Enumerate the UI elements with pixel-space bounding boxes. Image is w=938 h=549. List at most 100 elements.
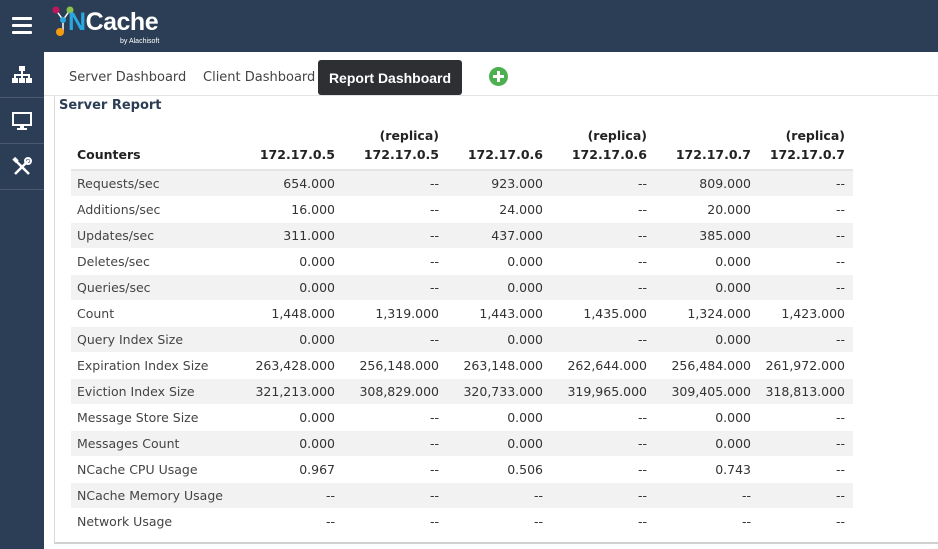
- sidebar-item-topology[interactable]: [0, 52, 44, 98]
- counter-value-cell: 385.000: [655, 222, 759, 249]
- counter-value-cell: 1,324.000: [655, 300, 759, 327]
- tab-server-dashboard[interactable]: Server Dashboard: [69, 70, 187, 85]
- counter-value-cell: 0.000: [655, 404, 759, 431]
- counter-value-cell: --: [759, 482, 853, 509]
- add-dashboard-plus-icon[interactable]: [489, 67, 508, 86]
- counter-value-cell: 0.000: [237, 248, 343, 275]
- column-header: Counters: [71, 126, 237, 171]
- counter-value-cell: 320,733.000: [447, 378, 551, 405]
- table-row: NCache Memory Usage -- -- -- -- -- --: [71, 482, 853, 509]
- counter-value-cell: --: [551, 404, 655, 431]
- counter-value-cell: 1,448.000: [237, 300, 343, 327]
- server-report-table: Counters 172.17.0.5 (replica) 172.17.0.5 …: [71, 126, 853, 535]
- table-row: Deletes/sec 0.000 -- 0.000 -- 0.000 --: [71, 248, 853, 275]
- logo-subtitle: by Alachisoft: [120, 38, 160, 45]
- counter-value-cell: 16.000: [237, 196, 343, 223]
- table-row: Eviction Index Size 321,213.000 308,829.00…: [71, 378, 853, 405]
- counter-name-cell: Eviction Index Size: [71, 378, 237, 405]
- counter-value-cell: 0.000: [655, 274, 759, 301]
- table-row: Query Index Size 0.000 -- 0.000 -- 0.000 --: [71, 326, 853, 353]
- logo-mark-icon: [52, 6, 74, 36]
- counter-value-cell: 263,428.000: [237, 352, 343, 379]
- counter-value-cell: 0.000: [447, 404, 551, 431]
- counter-value-cell: --: [343, 170, 447, 197]
- table-header-row: Counters 172.17.0.5 (replica) 172.17.0.5 …: [71, 126, 853, 171]
- counter-name-cell: Message Store Size: [71, 404, 237, 431]
- counter-value-cell: --: [759, 456, 853, 483]
- sidebar-item-tools[interactable]: [0, 144, 44, 190]
- counter-value-cell: 0.000: [237, 430, 343, 457]
- table-row: Expiration Index Size 263,428.000 256,148.…: [71, 352, 853, 379]
- counter-value-cell: 437.000: [447, 222, 551, 249]
- counter-value-cell: 1,443.000: [447, 300, 551, 327]
- column-header: (replica) 172.17.0.5: [343, 126, 447, 171]
- sitemap-icon: [12, 65, 32, 83]
- sidebar-item-monitor[interactable]: [0, 98, 44, 144]
- table-row: Requests/sec 654.000 -- 923.000 -- 809.000 --: [71, 170, 853, 197]
- column-header: 172.17.0.6: [447, 126, 551, 171]
- counter-value-cell: --: [759, 248, 853, 275]
- column-header: 172.17.0.5: [237, 126, 343, 171]
- counter-name-cell: Messages Count: [71, 430, 237, 457]
- counter-value-cell: --: [343, 456, 447, 483]
- counter-value-cell: --: [759, 196, 853, 223]
- counter-value-cell: 262,644.000: [551, 352, 655, 379]
- counter-value-cell: 923.000: [447, 170, 551, 197]
- counter-value-cell: 0.000: [447, 274, 551, 301]
- table-row: Queries/sec 0.000 -- 0.000 -- 0.000 --: [71, 274, 853, 301]
- counter-name-cell: Expiration Index Size: [71, 352, 237, 379]
- report-title: Server Report: [59, 98, 162, 113]
- counter-value-cell: --: [759, 170, 853, 197]
- counter-value-cell: 1,423.000: [759, 300, 853, 327]
- counter-value-cell: 654.000: [237, 170, 343, 197]
- counter-value-cell: --: [237, 482, 343, 509]
- column-header: 172.17.0.7: [655, 126, 759, 171]
- server-report-panel: Server Report Counters 172.17.0.5 (repli…: [54, 96, 938, 544]
- column-header: (replica) 172.17.0.6: [551, 126, 655, 171]
- counter-value-cell: 0.000: [655, 430, 759, 457]
- counter-value-cell: 0.000: [655, 326, 759, 353]
- counter-value-cell: 809.000: [655, 170, 759, 197]
- counter-name-cell: Requests/sec: [71, 170, 237, 197]
- counter-value-cell: 20.000: [655, 196, 759, 223]
- counter-value-cell: 0.967: [237, 456, 343, 483]
- counter-value-cell: --: [655, 508, 759, 535]
- counter-name-cell: Count: [71, 300, 237, 327]
- counter-value-cell: --: [759, 430, 853, 457]
- dashboard-tabs: Server Dashboard Client Dashboard Report…: [44, 52, 938, 96]
- counter-value-cell: --: [447, 482, 551, 509]
- counter-value-cell: --: [551, 482, 655, 509]
- counter-value-cell: --: [343, 248, 447, 275]
- counter-value-cell: --: [343, 404, 447, 431]
- counter-name-cell: Network Usage: [71, 508, 237, 535]
- counter-value-cell: 1,435.000: [551, 300, 655, 327]
- counter-value-cell: --: [237, 508, 343, 535]
- tab-report-dashboard[interactable]: Report Dashboard: [318, 60, 462, 95]
- sidebar: [0, 52, 44, 549]
- counter-value-cell: --: [551, 456, 655, 483]
- counter-value-cell: --: [655, 482, 759, 509]
- counter-value-cell: --: [551, 508, 655, 535]
- counter-name-cell: Deletes/sec: [71, 248, 237, 275]
- table-row: Updates/sec 311.000 -- 437.000 -- 385.000 --: [71, 222, 853, 249]
- tab-client-dashboard[interactable]: Client Dashboard: [203, 70, 316, 85]
- counter-value-cell: --: [759, 508, 853, 535]
- counter-name-cell: Additions/sec: [71, 196, 237, 223]
- counter-value-cell: --: [343, 482, 447, 509]
- table-row: Network Usage -- -- -- -- -- --: [71, 508, 853, 535]
- counter-value-cell: 321,213.000: [237, 378, 343, 405]
- counter-value-cell: --: [759, 274, 853, 301]
- counter-value-cell: 0.743: [655, 456, 759, 483]
- counter-value-cell: 318,813.000: [759, 378, 853, 405]
- logo-text: NCache: [68, 8, 159, 36]
- counter-value-cell: --: [551, 222, 655, 249]
- ncache-logo[interactable]: NCache by Alachisoft: [52, 6, 172, 48]
- counter-value-cell: --: [551, 274, 655, 301]
- counter-value-cell: 308,829.000: [343, 378, 447, 405]
- monitor-icon: [12, 111, 32, 130]
- counter-value-cell: --: [343, 274, 447, 301]
- hamburger-menu-icon[interactable]: [12, 17, 32, 35]
- counter-value-cell: 261,972.000: [759, 352, 853, 379]
- counter-value-cell: 0.000: [447, 248, 551, 275]
- counter-value-cell: --: [759, 222, 853, 249]
